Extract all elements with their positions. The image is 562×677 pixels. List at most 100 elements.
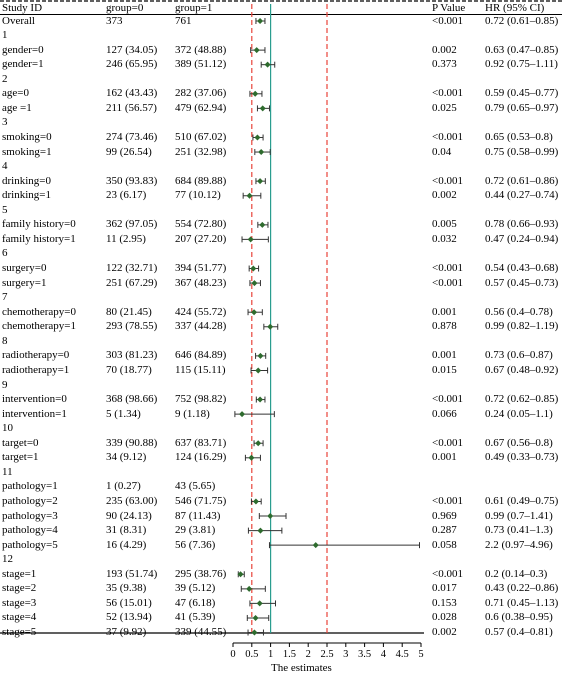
p-value: 0.017 xyxy=(432,582,457,595)
estimate-point xyxy=(248,454,255,461)
p-value: <0.001 xyxy=(432,276,463,289)
hr-value: 0.72 (0.62–0.85) xyxy=(485,393,559,406)
row-label: 1 xyxy=(2,29,8,42)
hr-value: 0.2 (0.14–0.3) xyxy=(485,567,548,580)
group1-value: 367 (48.23) xyxy=(175,276,227,289)
group1-value: 115 (15.11) xyxy=(175,363,226,376)
p-value: <0.001 xyxy=(432,262,463,275)
group0-value: 293 (78.55) xyxy=(106,320,158,333)
group0-value: 162 (43.43) xyxy=(106,87,158,100)
row-label: pathology=5 xyxy=(2,538,58,551)
group1-value: 295 (38.76) xyxy=(175,567,227,580)
estimate-point xyxy=(255,440,262,447)
p-value: 0.287 xyxy=(432,524,457,537)
group1-value: 282 (37.06) xyxy=(175,87,227,100)
x-tick-label: 2 xyxy=(306,649,311,660)
group0-value: 35 (9.38) xyxy=(106,582,147,595)
x-tick-label: 1.5 xyxy=(283,649,296,660)
group1-value: 41 (5.39) xyxy=(175,611,216,624)
group0-value: 235 (63.00) xyxy=(106,494,158,507)
group1-value: 337 (44.28) xyxy=(175,320,227,333)
hr-value: 0.75 (0.58–0.99) xyxy=(485,145,559,158)
group0-value: 70 (18.77) xyxy=(106,363,152,376)
row-label: stage=1 xyxy=(2,567,37,580)
x-tick-label: 3.5 xyxy=(358,649,371,660)
group1-value: 339 (44.55) xyxy=(175,626,227,639)
p-value: <0.001 xyxy=(432,130,463,143)
group0-value: 362 (97.05) xyxy=(106,218,158,231)
p-value: <0.001 xyxy=(432,14,463,27)
group0-value: 11 (2.95) xyxy=(106,232,146,245)
hr-value: 0.43 (0.22–0.86) xyxy=(485,582,559,595)
row-label: target=0 xyxy=(2,436,39,449)
group0-header: group=0 xyxy=(106,2,144,14)
row-label: chemotherapy=0 xyxy=(2,305,77,318)
p-value: <0.001 xyxy=(432,87,463,100)
row-label: stage=3 xyxy=(2,596,37,609)
p-value: 0.005 xyxy=(432,218,457,231)
p-value: <0.001 xyxy=(432,393,463,406)
p-value: 0.969 xyxy=(432,509,457,522)
group0-value: 34 (9.12) xyxy=(106,451,147,464)
x-tick-label: 2.5 xyxy=(320,649,333,660)
hr-value: 0.67 (0.56–0.8) xyxy=(485,436,553,449)
group0-value: 56 (15.01) xyxy=(106,596,152,609)
group1-value: 554 (72.80) xyxy=(175,218,227,231)
hr-value: 0.61 (0.49–0.75) xyxy=(485,494,559,507)
hr-value: 0.63 (0.47–0.85) xyxy=(485,43,559,56)
row-label: family history=0 xyxy=(2,218,76,231)
hr-value: 0.72 (0.61–0.86) xyxy=(485,174,559,187)
row-label: stage=5 xyxy=(2,626,37,639)
row-label: surgery=1 xyxy=(2,276,47,289)
hr-value: 0.54 (0.43–0.68) xyxy=(485,262,559,275)
estimate-point xyxy=(259,105,266,112)
hr-value: 0.24 (0.05–1.1) xyxy=(485,407,553,420)
estimate-point xyxy=(252,90,259,97)
row-label: intervention=1 xyxy=(2,407,67,420)
x-tick-label: 4 xyxy=(381,649,387,660)
hr-value: 0.57 (0.4–0.81) xyxy=(485,626,553,639)
p-value: 0.025 xyxy=(432,101,457,114)
estimate-point xyxy=(255,367,262,374)
hr-value: 0.99 (0.7–1.41) xyxy=(485,509,553,522)
row-label: Overall xyxy=(2,14,35,27)
row-label: radiotherapy=0 xyxy=(2,349,70,362)
row-label: pathology=3 xyxy=(2,509,58,522)
estimate-point xyxy=(259,221,266,228)
group1-value: 207 (27.20) xyxy=(175,232,227,245)
row-label: stage=2 xyxy=(2,582,37,595)
row-label: family history=1 xyxy=(2,232,76,245)
estimate-point xyxy=(257,18,264,24)
group0-value: 31 (8.31) xyxy=(106,524,147,537)
group0-value: 1 (0.27) xyxy=(106,480,141,493)
p-value: 0.066 xyxy=(432,407,457,420)
group1-value: 684 (89.88) xyxy=(175,174,227,187)
hr-value: 0.71 (0.45–1.13) xyxy=(485,596,559,609)
row-label: pathology=4 xyxy=(2,524,58,537)
p-value: 0.001 xyxy=(432,305,457,318)
row-label: radiotherapy=1 xyxy=(2,363,70,376)
p-value: 0.002 xyxy=(432,43,457,56)
row-label: 11 xyxy=(2,465,13,478)
group0-value: 5 (1.34) xyxy=(106,407,141,420)
estimate-point xyxy=(252,498,259,505)
row-label: gender=0 xyxy=(2,43,44,56)
estimate-point xyxy=(256,600,263,607)
row-label: drinking=1 xyxy=(2,189,51,202)
group0-value: 193 (51.74) xyxy=(106,567,158,580)
group1-value: 47 (6.18) xyxy=(175,596,216,609)
p-value: 0.058 xyxy=(432,538,457,551)
row-label: target=1 xyxy=(2,451,39,464)
group0-value: 246 (65.95) xyxy=(106,58,158,71)
row-label: 8 xyxy=(2,334,8,347)
p-value: 0.028 xyxy=(432,611,457,624)
group0-value: 122 (32.71) xyxy=(106,262,158,275)
estimate-point xyxy=(252,614,259,621)
hr-value: 0.49 (0.33–0.73) xyxy=(485,451,559,464)
hr-value: 0.57 (0.45–0.73) xyxy=(485,276,559,289)
row-label: 4 xyxy=(2,160,8,173)
estimate-point xyxy=(251,629,258,636)
estimate-point xyxy=(246,585,253,592)
group1-value: 251 (32.98) xyxy=(175,145,227,158)
